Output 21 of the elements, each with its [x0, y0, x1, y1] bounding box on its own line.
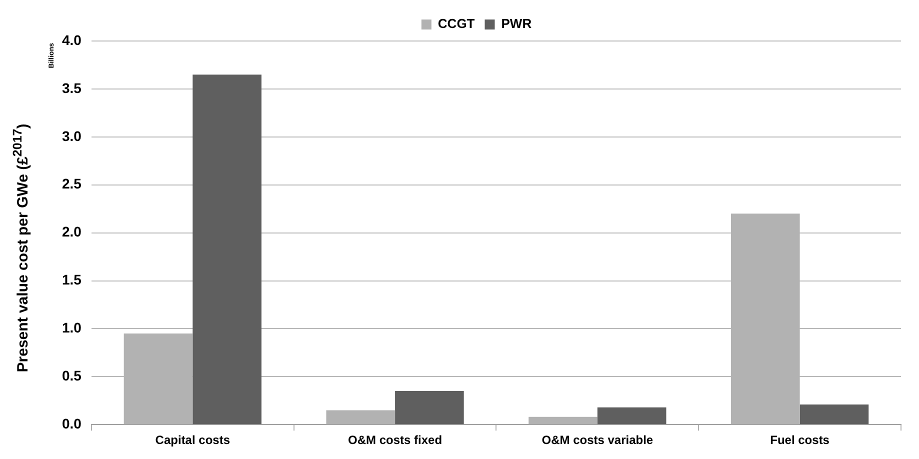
bar — [395, 391, 464, 424]
x-tick-label: Fuel costs — [770, 433, 830, 448]
bar — [326, 410, 396, 424]
bar — [192, 74, 262, 424]
x-tick-label: Capital costs — [155, 433, 230, 448]
legend-label: CCGT — [438, 16, 475, 32]
legend-label: PWR — [501, 16, 532, 32]
y-tick-label: 4.0 — [62, 32, 82, 48]
y-tick-label: 3.0 — [62, 128, 82, 144]
y-tick-label: 2.5 — [62, 176, 82, 192]
x-tick-label: O&M costs variable — [542, 433, 654, 448]
y-tick-label: 1.5 — [62, 272, 82, 288]
y-tick-label: 1.0 — [62, 320, 82, 336]
y-tick-label: 2.0 — [62, 224, 82, 240]
bar — [528, 416, 598, 424]
y-tick-label: 0.5 — [62, 368, 82, 384]
bar — [800, 404, 869, 424]
y-tick-label: 3.5 — [62, 80, 82, 96]
x-tick-label: O&M costs fixed — [348, 433, 442, 448]
y-tick-label: 0.0 — [62, 415, 82, 432]
bar — [597, 407, 666, 424]
